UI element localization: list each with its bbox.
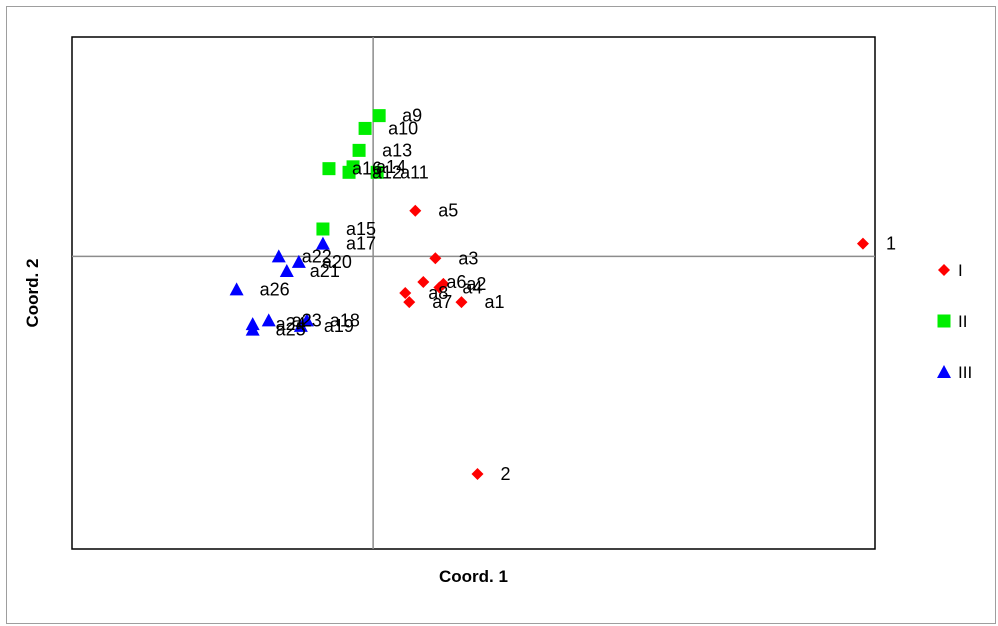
point-a6 [417,276,430,289]
point-a14 [346,160,360,174]
point-label-a10: a10 [388,118,418,138]
point-a1 [455,296,468,309]
point-2 [471,468,484,481]
legend-marker-I [938,264,950,276]
point-label-a20: a20 [322,252,352,272]
point-label-a3: a3 [458,248,478,268]
point-a19 [293,318,308,332]
point-label-2: 2 [501,464,511,484]
point-label-a22: a22 [302,246,332,266]
point-a22 [271,249,286,263]
legend-label-I: I [958,261,963,280]
point-a17 [315,236,330,250]
y-axis-title: Coord. 2 [23,259,42,328]
x-axis-title: Coord. 1 [439,567,508,586]
point-a4 [433,281,446,294]
point-label-a9: a9 [402,106,422,126]
point-label-a17: a17 [346,234,376,254]
point-a9 [372,109,386,123]
point-a13 [352,143,366,157]
point-a25 [245,322,260,336]
point-label-a25: a25 [276,320,306,340]
chart-frame [6,6,996,624]
point-label-a6: a6 [446,272,466,292]
point-a20 [291,254,306,268]
point-label-a26: a26 [260,279,290,299]
plot-area [71,36,876,550]
point-label-a7: a7 [432,292,452,312]
legend-marker-III [937,365,951,378]
point-a11 [370,165,384,179]
point-label-a5: a5 [438,201,458,221]
point-label-a8: a8 [428,283,448,303]
point-a26 [229,282,244,296]
point-label-a14: a14 [376,157,406,177]
point-a21 [279,264,294,278]
point-a15 [316,222,330,236]
point-label-a15: a15 [346,219,376,239]
point-1 [856,237,869,250]
point-label-a4: a4 [462,278,482,298]
legend-label-III: III [958,363,972,382]
point-label-a13: a13 [382,140,412,160]
point-a8 [399,287,412,299]
legend-label-II: II [958,312,967,331]
point-a23 [261,313,276,327]
point-a10 [358,121,372,135]
data-points [229,109,869,481]
point-a5 [409,204,422,217]
legend-marker-II [937,314,951,328]
point-a7 [403,296,416,309]
point-label-a2: a2 [466,274,486,294]
point-label-a12: a12 [372,162,402,182]
point-label-a16: a16 [352,159,382,179]
point-label-a19: a19 [324,316,354,336]
point-labels: 12a1a2a3a4a5a6a7a8a9a10a11a12a13a14a15a1… [260,106,896,484]
point-label-a21: a21 [310,261,340,281]
point-a16 [322,162,336,176]
point-label-a23: a23 [292,310,322,330]
point-label-a1: a1 [484,292,504,312]
point-a3 [429,252,442,265]
point-a18 [299,313,314,327]
point-label-a11: a11 [400,162,429,182]
point-label-a18: a18 [330,310,360,330]
point-label-a24: a24 [276,314,306,334]
point-label-1: 1 [886,234,896,254]
